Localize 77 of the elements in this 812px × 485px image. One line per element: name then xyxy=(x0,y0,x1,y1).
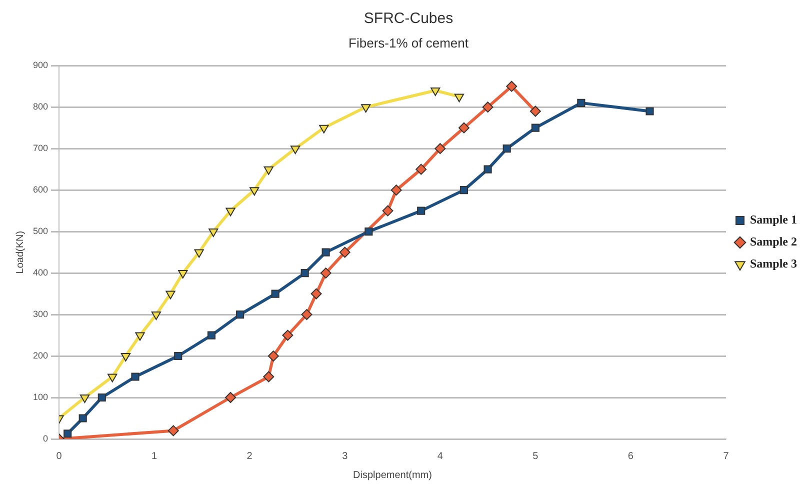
point xyxy=(151,312,162,320)
x-tick-label: 1 xyxy=(152,450,158,462)
x-tick-label: 7 xyxy=(723,450,730,462)
y-tick-label: 800 xyxy=(32,102,48,112)
y-tick-label: 200 xyxy=(32,350,48,361)
point xyxy=(506,80,518,92)
chart-title: SFRC-Cubes xyxy=(364,10,454,28)
point xyxy=(78,414,87,422)
point xyxy=(226,208,236,216)
x-tick-label: 0 xyxy=(56,450,62,462)
point xyxy=(64,430,72,438)
point xyxy=(207,331,216,340)
point xyxy=(364,228,373,236)
point xyxy=(178,270,188,279)
point xyxy=(454,94,464,102)
legend-label: Sample 3 xyxy=(750,256,798,271)
point xyxy=(434,143,446,154)
point xyxy=(646,107,654,116)
legend-label: Sample 1 xyxy=(750,212,798,227)
point xyxy=(322,248,330,256)
chart-subtitle: Fibers-1% of cement xyxy=(348,35,469,50)
point xyxy=(484,165,492,174)
point xyxy=(460,186,468,194)
point xyxy=(458,122,470,134)
x-tick-label: 6 xyxy=(628,450,634,462)
point xyxy=(382,205,394,216)
point xyxy=(320,268,332,279)
point xyxy=(268,350,279,362)
point xyxy=(430,87,440,96)
y-tick-label: 100 xyxy=(32,392,48,402)
y-tick-label: 700 xyxy=(32,143,48,154)
y-tick-label: 300 xyxy=(32,309,48,320)
point xyxy=(168,425,179,436)
point xyxy=(80,394,90,404)
x-tick-label: 2 xyxy=(246,450,253,462)
x-tick-label: 4 xyxy=(437,450,444,462)
point xyxy=(225,392,236,404)
point xyxy=(319,124,329,134)
point xyxy=(263,371,274,382)
point xyxy=(250,187,260,196)
point xyxy=(290,146,300,154)
point xyxy=(166,290,176,300)
point xyxy=(120,353,131,362)
point xyxy=(310,288,322,300)
point xyxy=(531,124,540,132)
point xyxy=(577,98,586,107)
y-tick-label: 400 xyxy=(32,268,48,278)
y-tick-label: 600 xyxy=(32,184,48,195)
point xyxy=(264,166,274,175)
x-tick-label: 3 xyxy=(342,450,348,462)
y-tick-label: 0 xyxy=(43,433,48,444)
point xyxy=(208,228,218,238)
y-axis-title: Load(KN) xyxy=(14,230,26,274)
point xyxy=(300,269,309,278)
point xyxy=(282,330,294,341)
point xyxy=(339,246,350,258)
point xyxy=(194,249,204,258)
point xyxy=(502,144,511,153)
point xyxy=(131,372,140,381)
point xyxy=(174,352,182,360)
x-tick-label: 5 xyxy=(532,450,539,462)
point xyxy=(135,332,145,341)
point xyxy=(236,310,244,319)
point xyxy=(98,393,106,402)
point xyxy=(108,374,118,382)
point xyxy=(301,309,312,320)
x-axis-title: Displpement(mm) xyxy=(353,470,432,481)
point xyxy=(416,164,427,175)
point xyxy=(360,104,371,113)
y-tick-label: 500 xyxy=(32,226,48,236)
point xyxy=(417,206,426,215)
y-tick-label: 900 xyxy=(32,60,48,70)
point xyxy=(390,184,402,196)
point xyxy=(530,106,541,117)
point xyxy=(271,290,280,298)
legend-label: Sample 2 xyxy=(750,234,798,249)
point xyxy=(482,102,494,113)
